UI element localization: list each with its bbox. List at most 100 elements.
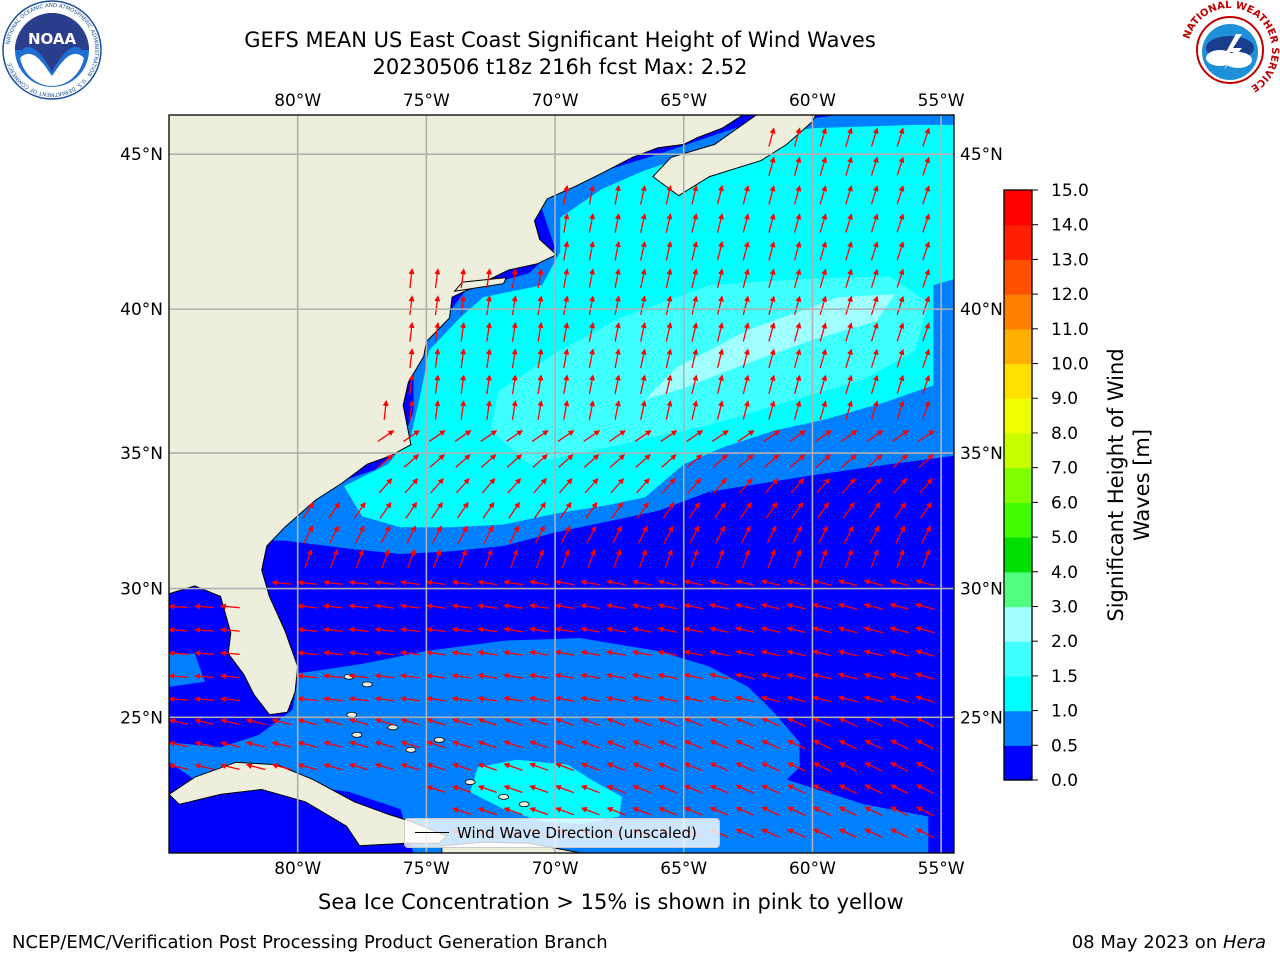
- wave-arrow: [838, 828, 857, 839]
- wave-arrow: [812, 579, 832, 587]
- wave-arrow: [631, 672, 652, 680]
- wave-arrow: [896, 268, 905, 288]
- wave-arrow: [408, 268, 415, 289]
- wave-arrow: [663, 525, 674, 544]
- wave-arrow: [640, 295, 647, 316]
- wave-arrow: [734, 672, 755, 680]
- wave-arrow: [896, 185, 905, 205]
- wave-arrow: [768, 268, 776, 288]
- wave-arrow: [819, 295, 828, 315]
- lon-label-top: 75°W: [403, 91, 450, 111]
- wave-arrow: [665, 374, 673, 395]
- wave-arrow: [485, 400, 492, 420]
- wave-arrow: [631, 649, 652, 657]
- wave-arrow: [889, 649, 909, 657]
- wave-arrow: [381, 549, 390, 569]
- wave-arrow: [844, 549, 853, 569]
- run-date-text: 08 May 2023 on: [1071, 932, 1223, 953]
- wave-arrow: [635, 454, 651, 468]
- wave-arrow: [735, 784, 755, 794]
- wave-arrow: [915, 806, 934, 817]
- wave-arrow: [374, 673, 395, 679]
- wave-arrow: [640, 240, 647, 261]
- wave-arrow: [816, 477, 831, 494]
- wave-arrow: [786, 672, 806, 680]
- wave-arrow: [793, 322, 802, 342]
- wave-arrow: [709, 717, 729, 727]
- wave-arrow: [716, 374, 724, 395]
- wave-arrow: [537, 295, 544, 316]
- wave-arrow: [482, 501, 495, 519]
- lon-label-bottom: 60°W: [789, 859, 836, 879]
- wave-arrow: [815, 454, 832, 468]
- wave-arrow: [716, 549, 725, 569]
- wave-arrow: [588, 295, 595, 316]
- colorbar-segment: [1004, 571, 1032, 608]
- wave-arrow: [786, 784, 806, 794]
- colorbar-tick-label: 6.0: [1051, 493, 1078, 513]
- wave-arrow: [555, 762, 575, 772]
- wave-arrow: [580, 649, 601, 656]
- wave-arrow: [837, 602, 858, 610]
- chart-subtitle: 20230506 t18z 216h fcst Max: 2.52: [372, 55, 748, 79]
- wave-arrow: [580, 695, 601, 702]
- wave-arrow: [664, 549, 673, 569]
- wave-arrow: [374, 740, 394, 749]
- noaa-logo: NOAA NATIONAL OCEANIC AND ATMOSPHERIC AD…: [2, 0, 102, 100]
- wave-arrow: [271, 740, 292, 748]
- wave-arrow: [426, 717, 446, 726]
- lat-label-left: 40°N: [120, 300, 163, 320]
- colorbar-segment: [1004, 502, 1032, 538]
- wave-arrow: [896, 374, 905, 394]
- wave-arrow: [812, 602, 832, 610]
- colorbar-tick-label: 5.0: [1051, 528, 1078, 548]
- wave-arrow: [374, 603, 395, 610]
- wave-arrow: [477, 672, 498, 679]
- wave-arrow: [271, 763, 292, 771]
- wave-arrow: [922, 374, 931, 394]
- wave-arrow: [220, 740, 240, 748]
- wave-arrow: [665, 348, 673, 369]
- wave-arrow: [716, 268, 724, 288]
- wave-arrow: [400, 626, 420, 633]
- wave-arrow: [609, 454, 626, 468]
- wave-arrow: [588, 268, 595, 289]
- wave-arrow: [169, 673, 189, 680]
- wave-arrow: [768, 374, 776, 395]
- wave-arrow: [760, 626, 781, 634]
- wave-arrow: [554, 626, 575, 633]
- colorbar-segment: [1004, 467, 1032, 503]
- wave-arrow: [634, 430, 652, 442]
- wave-arrow: [870, 374, 879, 394]
- land-bahamas-0: [343, 673, 355, 680]
- wave-arrow: [922, 268, 931, 288]
- wave-arrow: [219, 626, 240, 633]
- wave-arrow: [511, 348, 518, 369]
- wave-arrow: [768, 156, 776, 176]
- wave-arrow: [637, 525, 648, 544]
- wave-arrow: [786, 806, 806, 816]
- land-bahamas-7: [464, 779, 476, 785]
- wave-arrow: [563, 400, 570, 420]
- lon-label-bottom: 80°W: [274, 859, 321, 879]
- wave-arrow: [793, 156, 802, 176]
- colorbar-tick-label: 0.5: [1051, 736, 1078, 756]
- wave-arrow: [786, 828, 806, 838]
- wave-arrow: [734, 649, 755, 657]
- wave-arrow: [793, 185, 802, 205]
- wave-arrow: [768, 213, 776, 233]
- wave-arrow: [169, 696, 189, 703]
- wave-arrow: [739, 477, 753, 494]
- wave-arrow: [866, 430, 884, 442]
- machine-name: Hera: [1222, 932, 1266, 953]
- wave-arrow: [614, 322, 621, 342]
- colorbar-tick-label: 0.0: [1051, 771, 1078, 791]
- wave-arrow: [477, 626, 498, 633]
- wave-arrow: [348, 603, 369, 610]
- colorbar-segment: [1004, 432, 1032, 469]
- chart-title: GEFS MEAN US East Coast Significant Heig…: [244, 28, 876, 52]
- wave-arrow: [658, 762, 677, 772]
- wave-arrow: [870, 295, 879, 315]
- wave-arrow: [458, 549, 467, 569]
- colorbar-tick-label: 2.0: [1051, 632, 1078, 652]
